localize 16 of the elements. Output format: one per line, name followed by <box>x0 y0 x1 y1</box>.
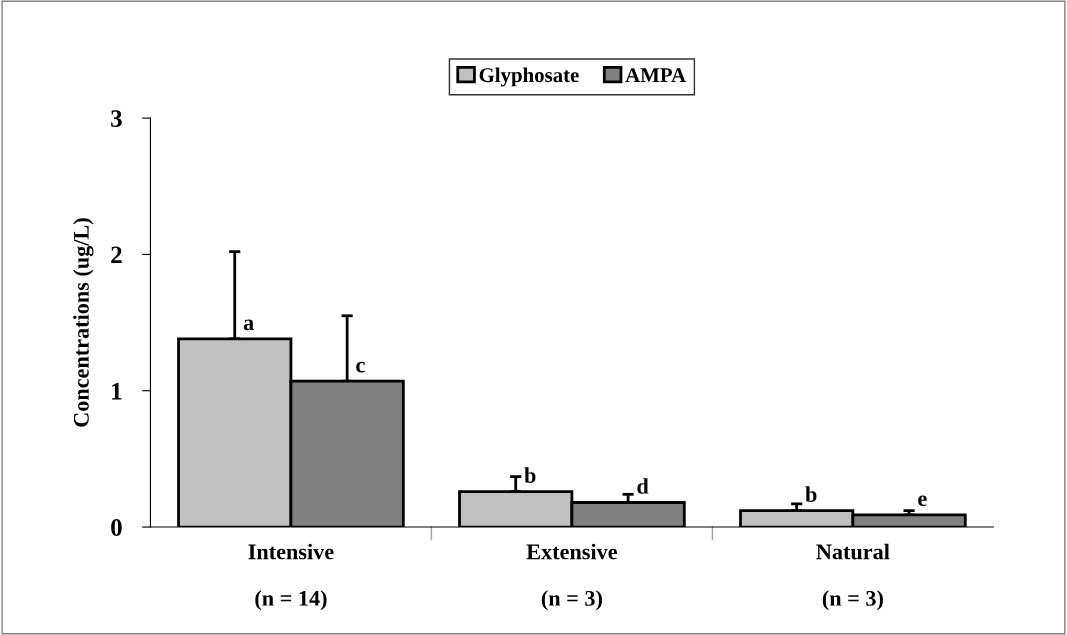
data-label: c <box>356 361 365 373</box>
data-label: e <box>918 495 927 507</box>
category-label: Intensive (n = 14) <box>248 543 334 611</box>
y-tick-label: 0 <box>111 519 122 536</box>
legend-label: AMPA <box>625 68 686 82</box>
data-label: d <box>637 478 649 494</box>
y-axis-title: Concentrations (ug/L) <box>73 218 94 427</box>
y-tick-label: 1 <box>112 382 122 400</box>
data-label: a <box>243 319 254 331</box>
y-tick-label: 3 <box>111 110 122 128</box>
y-tick-label: 2 <box>111 246 122 264</box>
category-label: Extensive (n = 3) <box>526 543 618 611</box>
data-label: b <box>805 486 817 503</box>
legend-label: Glyphosate <box>479 67 579 87</box>
data-label: b <box>524 467 536 483</box>
category-label: Natural (n = 3) <box>816 543 890 611</box>
